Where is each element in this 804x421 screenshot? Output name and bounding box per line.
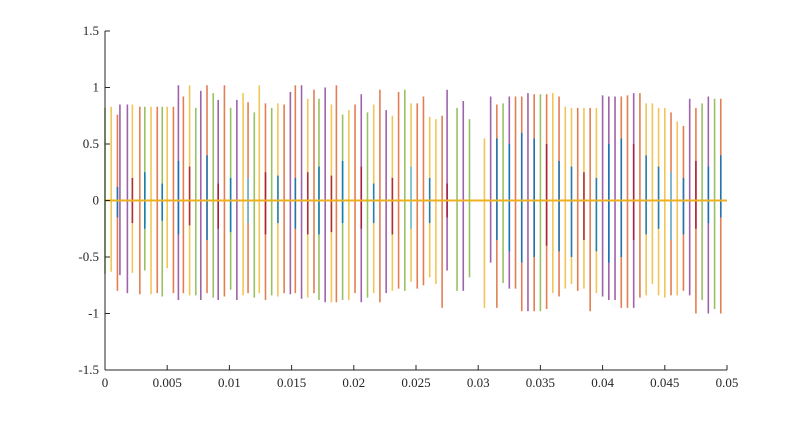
- x-tick-label: 0: [102, 375, 109, 390]
- x-tick-label: 0.05: [716, 375, 739, 390]
- x-tick-label: 0.015: [277, 375, 306, 390]
- y-tick-label: -1: [88, 306, 99, 321]
- x-tick-label: 0.02: [342, 375, 365, 390]
- x-tick-label: 0.04: [591, 375, 614, 390]
- x-tick-label: 0.01: [218, 375, 241, 390]
- plot-marks: [104, 85, 722, 314]
- y-tick-label: 0: [93, 193, 100, 208]
- y-tick-label: 1: [93, 80, 100, 95]
- x-tick-label: 0.045: [650, 375, 679, 390]
- axes: 0 0.005 0.01 0.015 0.02 0.025 0.03 0.035 0.04 0.0…: [78, 23, 738, 390]
- x-tick-label: 0.03: [467, 375, 490, 390]
- x-tick-label: 0.025: [401, 375, 430, 390]
- y-tick-label: 0.5: [83, 136, 99, 151]
- x-tick-label: 0.005: [153, 375, 182, 390]
- y-tick-label: -1.5: [78, 362, 99, 377]
- x-tick-label: 0.035: [526, 375, 555, 390]
- y-tick-label: -0.5: [78, 249, 99, 264]
- y-tick-label: 1.5: [83, 23, 99, 38]
